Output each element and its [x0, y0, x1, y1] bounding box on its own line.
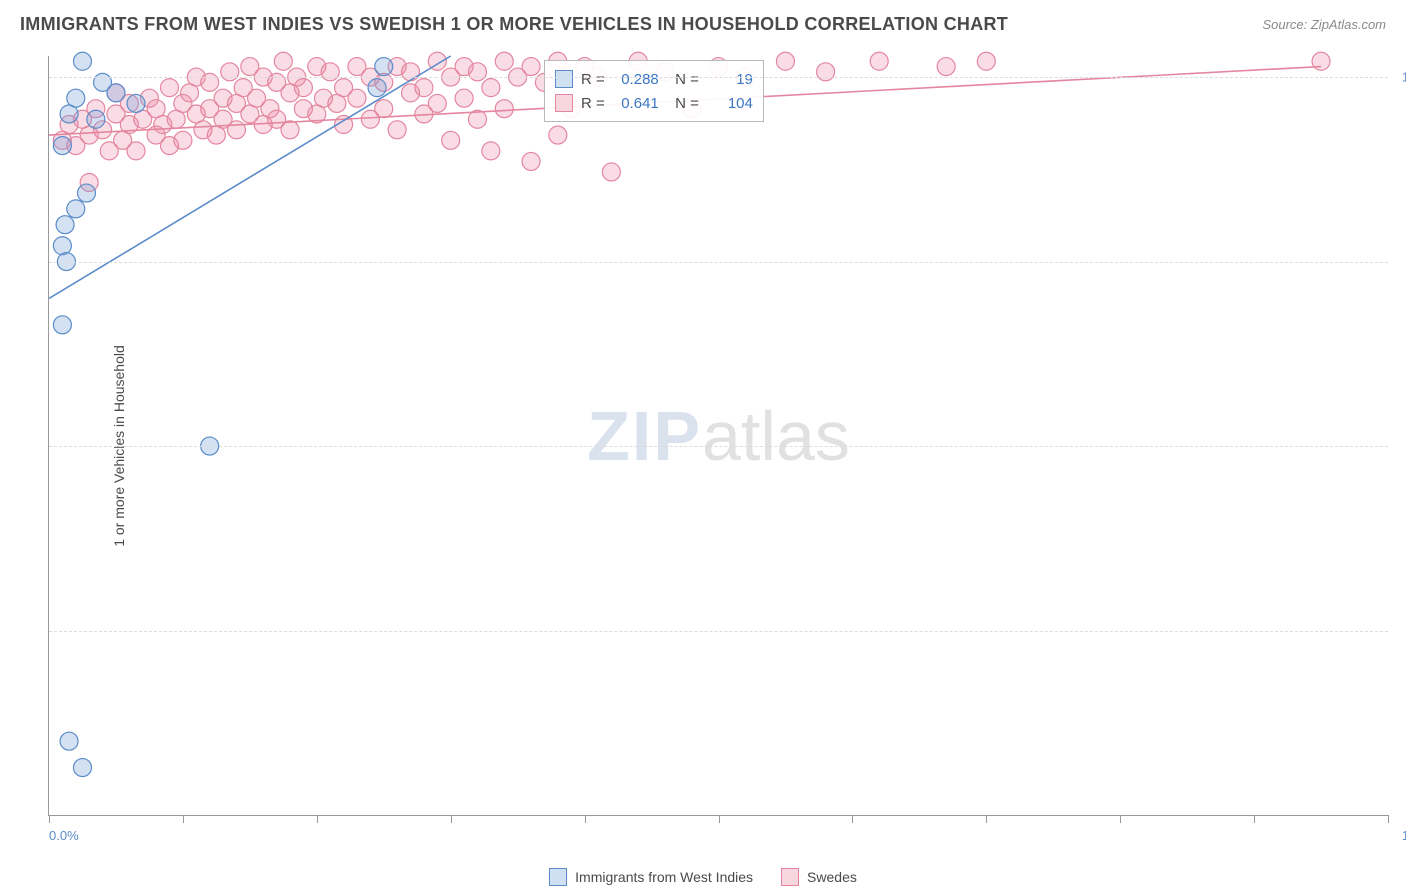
x-tick [1388, 815, 1389, 823]
data-point-swedes [817, 63, 835, 81]
plot-area: ZIPatlas R = 0.288 N = 19 R = 0.641 N = … [48, 56, 1388, 816]
data-point-swedes [522, 58, 540, 76]
chart-title: IMMIGRANTS FROM WEST INDIES VS SWEDISH 1… [20, 14, 1008, 35]
stats-r-val-2: 0.641 [613, 95, 659, 112]
stats-r-label-1: R = [581, 71, 605, 88]
legend-item-2: Swedes [781, 868, 857, 886]
x-tick [719, 815, 720, 823]
data-point-swedes [388, 121, 406, 139]
data-point-west_indies [56, 216, 74, 234]
gridline-h [49, 631, 1388, 632]
data-point-swedes [977, 52, 995, 70]
x-tick [183, 815, 184, 823]
data-point-swedes [161, 79, 179, 97]
data-point-swedes [274, 52, 292, 70]
data-point-west_indies [73, 759, 91, 777]
data-point-west_indies [107, 84, 125, 102]
legend-label-2: Swedes [807, 869, 857, 885]
stats-r-label-2: R = [581, 95, 605, 112]
data-point-swedes [227, 121, 245, 139]
legend: Immigrants from West Indies Swedes [0, 868, 1406, 886]
x-tick [852, 815, 853, 823]
x-tick [1254, 815, 1255, 823]
gridline-h [49, 446, 1388, 447]
data-point-swedes [482, 142, 500, 160]
data-point-west_indies [53, 237, 71, 255]
x-max-label: 100.0% [1402, 828, 1406, 843]
gridline-h [49, 77, 1388, 78]
data-point-swedes [294, 79, 312, 97]
stats-n-val-2: 104 [707, 95, 753, 112]
data-point-swedes [522, 152, 540, 170]
data-point-swedes [549, 126, 567, 144]
chart-header: IMMIGRANTS FROM WEST INDIES VS SWEDISH 1… [0, 0, 1406, 48]
x-min-label: 0.0% [49, 828, 79, 843]
data-point-swedes [281, 121, 299, 139]
x-tick [1120, 815, 1121, 823]
data-point-swedes [602, 163, 620, 181]
data-point-swedes [937, 58, 955, 76]
data-point-swedes [776, 52, 794, 70]
data-point-swedes [402, 63, 420, 81]
data-point-west_indies [73, 52, 91, 70]
data-point-swedes [495, 100, 513, 118]
stats-swatch-2 [555, 94, 573, 112]
data-point-swedes [870, 52, 888, 70]
data-point-swedes [127, 142, 145, 160]
x-tick [451, 815, 452, 823]
data-point-west_indies [127, 94, 145, 112]
data-point-west_indies [53, 316, 71, 334]
data-point-swedes [482, 79, 500, 97]
x-tick [49, 815, 50, 823]
data-point-swedes [455, 89, 473, 107]
legend-swatch-2 [781, 868, 799, 886]
stats-n-label-2: N = [667, 95, 699, 112]
data-point-west_indies [368, 79, 386, 97]
gridline-h [49, 262, 1388, 263]
stats-r-val-1: 0.288 [613, 71, 659, 88]
data-point-west_indies [60, 105, 78, 123]
stats-row-2: R = 0.641 N = 104 [555, 91, 753, 115]
data-point-swedes [201, 73, 219, 91]
stats-n-label-1: N = [667, 71, 699, 88]
source-attribution: Source: ZipAtlas.com [1262, 17, 1386, 32]
data-point-west_indies [375, 58, 393, 76]
data-point-west_indies [53, 137, 71, 155]
x-tick [986, 815, 987, 823]
data-point-swedes [221, 63, 239, 81]
data-point-swedes [348, 89, 366, 107]
data-point-swedes [321, 63, 339, 81]
legend-label-1: Immigrants from West Indies [575, 869, 753, 885]
scatter-svg [49, 56, 1388, 815]
stats-swatch-1 [555, 70, 573, 88]
data-point-swedes [174, 131, 192, 149]
y-tick-label: 100.0% [1402, 70, 1406, 85]
data-point-west_indies [67, 200, 85, 218]
stats-n-val-1: 19 [707, 71, 753, 88]
stats-box: R = 0.288 N = 19 R = 0.641 N = 104 [544, 60, 764, 122]
x-tick [585, 815, 586, 823]
data-point-west_indies [60, 732, 78, 750]
data-point-west_indies [87, 110, 105, 128]
data-point-west_indies [77, 184, 95, 202]
legend-item-1: Immigrants from West Indies [549, 868, 753, 886]
legend-swatch-1 [549, 868, 567, 886]
x-tick [317, 815, 318, 823]
data-point-swedes [442, 131, 460, 149]
data-point-swedes [415, 79, 433, 97]
data-point-swedes [428, 94, 446, 112]
stats-row-1: R = 0.288 N = 19 [555, 67, 753, 91]
data-point-swedes [495, 52, 513, 70]
data-point-swedes [375, 100, 393, 118]
data-point-swedes [468, 63, 486, 81]
